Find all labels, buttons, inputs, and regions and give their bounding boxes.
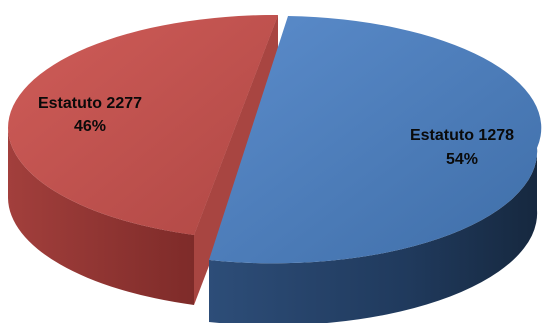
label-estatuto-1278-percent: 54% (446, 151, 478, 168)
label-estatuto-2277-name: Estatuto 2277 (38, 95, 142, 112)
slice-estatuto-2277-cut-face (194, 15, 278, 305)
slice-estatuto-1278 (209, 16, 542, 323)
slice-estatuto-1278-side (209, 148, 538, 323)
slice-estatuto-2277 (7, 14, 278, 305)
slice-estatuto-1278-top (209, 16, 542, 264)
label-estatuto-1278-name: Estatuto 1278 (410, 127, 514, 144)
label-estatuto-2277-percent: 46% (74, 118, 106, 135)
slice-estatuto-2277-side (8, 128, 194, 305)
slice-estatuto-2277-top-left (7, 14, 278, 235)
